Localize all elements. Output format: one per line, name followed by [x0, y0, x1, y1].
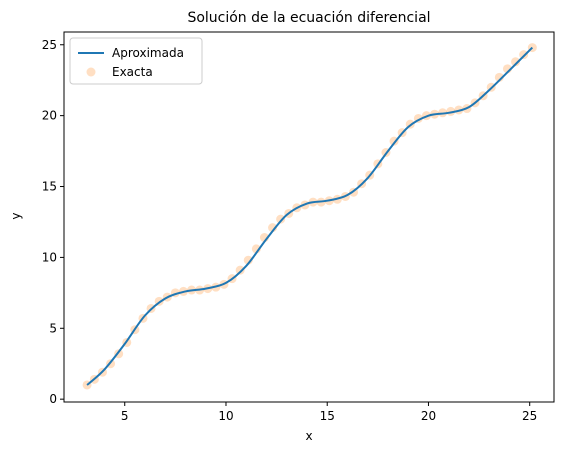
- y-tick-label: 25: [42, 38, 57, 52]
- exacta-point: [276, 214, 286, 224]
- x-tick-label: 15: [320, 409, 335, 423]
- legend-label-exacta: Exacta: [112, 65, 153, 79]
- exacta-point: [494, 72, 504, 82]
- legend-label-aproximada: Aproximada: [112, 46, 184, 60]
- y-axis-label: y: [9, 212, 23, 219]
- exacta-point: [519, 50, 529, 60]
- y-tick-label: 15: [42, 180, 57, 194]
- x-tick-label: 25: [522, 409, 537, 423]
- x-tick-label: 10: [218, 409, 233, 423]
- x-tick-label: 5: [121, 409, 129, 423]
- legend: Aproximada Exacta: [69, 37, 203, 85]
- x-axis-label: x: [305, 429, 312, 443]
- exacta-point: [511, 57, 521, 67]
- chart-title: Solución de la ecuación diferencial: [187, 10, 430, 26]
- legend-box: [69, 37, 203, 85]
- plot-marks: [82, 43, 537, 390]
- aproximada-line: [86, 46, 534, 386]
- y-tick-label: 10: [42, 250, 57, 264]
- axes: 5 10 15 20 25 0 5 10 15 20 25: [42, 31, 555, 423]
- axes-frame: [63, 31, 555, 403]
- x-tick-label: 20: [421, 409, 436, 423]
- y-tick-label: 0: [49, 392, 57, 406]
- exacta-point: [243, 255, 253, 265]
- y-tick-label: 5: [49, 321, 57, 335]
- y-tick-label: 20: [42, 109, 57, 123]
- legend-marker-swatch: [86, 67, 96, 77]
- exacta-point: [235, 265, 245, 275]
